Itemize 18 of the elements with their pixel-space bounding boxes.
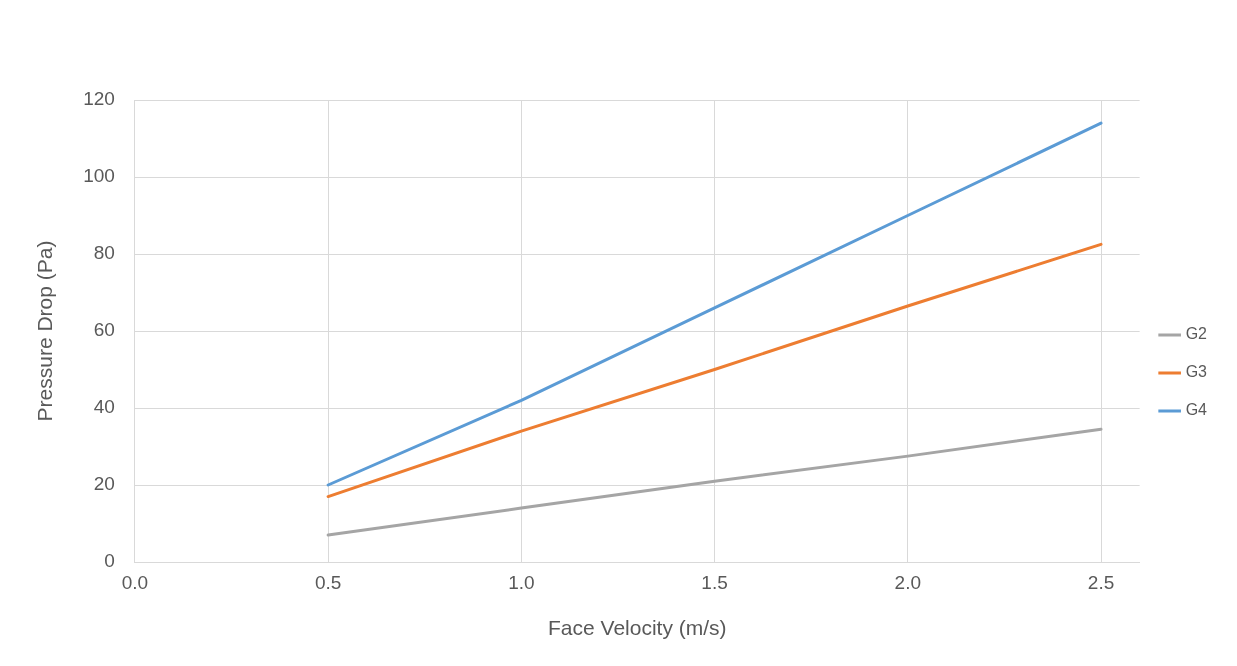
x-tick-label: 1.0	[508, 571, 535, 593]
y-tick-label: 120	[83, 88, 115, 110]
y-tick-label: 80	[93, 242, 115, 264]
x-tick-label: 2.0	[894, 571, 921, 593]
x-axis-title: Face Velocity (m/s)	[548, 616, 727, 640]
legend-label: G2	[1185, 325, 1208, 343]
x-tick-label: 2.5	[1087, 571, 1115, 593]
y-tick-label: 0	[104, 550, 115, 572]
x-tick-label: 0.0	[121, 571, 149, 593]
y-tick-label: 60	[93, 319, 115, 341]
legend-label: G3	[1185, 363, 1208, 381]
y-axis-title: Pressure Drop (Pa)	[33, 240, 57, 422]
legend-label: G4	[1185, 401, 1208, 419]
y-tick-label: 20	[93, 473, 115, 495]
y-tick-label: 40	[93, 396, 115, 418]
x-tick-label: 1.5	[701, 571, 728, 593]
y-tick-label: 100	[83, 165, 115, 187]
x-tick-label: 0.5	[314, 571, 342, 593]
